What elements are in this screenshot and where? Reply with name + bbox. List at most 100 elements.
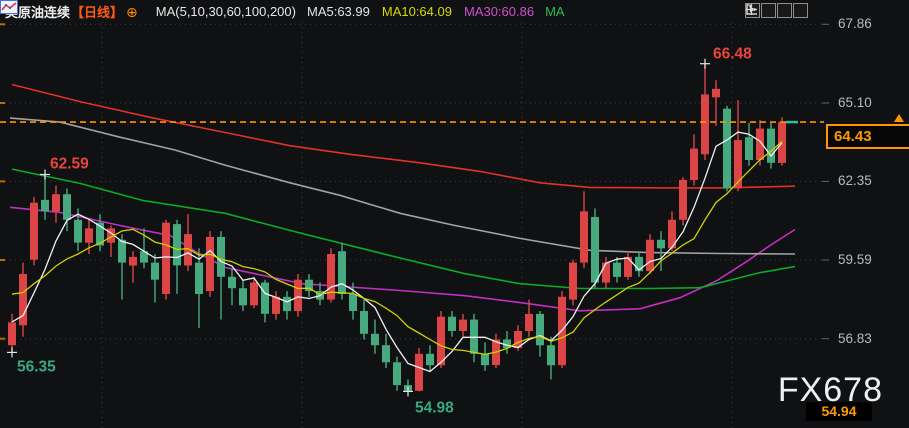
candle-body[interactable] [96, 222, 104, 246]
candle-body[interactable] [569, 262, 577, 300]
candle-body[interactable] [371, 333, 379, 346]
extreme-cross-marker [40, 169, 50, 180]
price-arrow-icon [894, 114, 904, 122]
candle-body[interactable] [327, 254, 335, 300]
candle-body[interactable] [756, 128, 764, 160]
candle-body[interactable] [118, 239, 126, 263]
candle-body[interactable] [272, 296, 280, 314]
candle-body[interactable] [459, 319, 467, 331]
candle-body[interactable] [239, 288, 247, 306]
candle-body[interactable] [140, 251, 148, 263]
candle-body[interactable] [613, 262, 621, 277]
candle-body[interactable] [437, 316, 445, 366]
candle-body[interactable] [173, 224, 181, 266]
axis-tick-label: 62.35 [838, 173, 872, 189]
candle-body[interactable] [151, 262, 159, 280]
candle-body[interactable] [745, 137, 753, 160]
candle-body[interactable] [536, 313, 544, 346]
candle-body[interactable] [701, 94, 709, 155]
candle-body[interactable] [657, 239, 665, 249]
candle-body[interactable] [228, 276, 236, 289]
candle-body[interactable] [52, 194, 60, 212]
ma5-line [11, 131, 783, 373]
candle-body[interactable] [690, 148, 698, 180]
candle-body[interactable] [481, 353, 489, 366]
candle-body[interactable] [184, 234, 192, 266]
candle-body[interactable] [734, 140, 742, 189]
axis-tick-label: 65.10 [838, 95, 872, 110]
candle-body[interactable] [514, 331, 522, 349]
candle-body[interactable] [624, 256, 632, 277]
candle-body[interactable] [679, 179, 687, 220]
candle-body[interactable] [85, 228, 93, 243]
price-annotation: 54.98 [415, 399, 454, 416]
candle-body[interactable] [668, 219, 676, 249]
candle-body[interactable] [426, 353, 434, 366]
add-symbol-icon[interactable]: ⊕ [126, 3, 138, 20]
period-tag[interactable]: 【日线】 [71, 5, 124, 20]
candle-body[interactable] [74, 219, 82, 243]
axis-scale-right-icon[interactable] [746, 3, 792, 18]
candle-body[interactable] [250, 282, 258, 306]
candle-body[interactable] [294, 279, 302, 312]
ma-settings-label[interactable]: MA(5,10,30,60,100,200) [155, 4, 296, 19]
candle-body[interactable] [393, 362, 401, 386]
ma10-value-label: MA10:64.09 [381, 4, 452, 19]
candle-body[interactable] [360, 311, 368, 334]
candle-body[interactable] [415, 353, 423, 391]
candle-body[interactable] [8, 322, 16, 346]
candle-body[interactable] [162, 222, 170, 294]
candle-body[interactable] [448, 316, 456, 331]
candle-body[interactable] [338, 251, 346, 294]
current-price-value: 64.43 [834, 128, 872, 145]
candle-body[interactable] [580, 211, 588, 263]
candle-body[interactable] [525, 313, 533, 331]
extreme-cross-marker [7, 347, 17, 358]
candle-body[interactable] [767, 128, 775, 163]
candle-body[interactable] [591, 217, 599, 283]
ma5-value-label: MA5:63.99 [306, 4, 370, 19]
low-price-tag: 54.94 [806, 402, 872, 421]
ma30-line [9, 206, 796, 312]
candle-body[interactable] [261, 282, 269, 314]
candle-body[interactable] [107, 228, 115, 243]
candle-body[interactable] [602, 262, 610, 283]
current-price-tag: 64.43 [826, 124, 909, 149]
axis-tick-label: 67.86 [838, 16, 872, 32]
axis-tick-label: 56.83 [838, 330, 872, 346]
candle-body[interactable] [382, 345, 390, 363]
candle-body[interactable] [503, 339, 511, 349]
extreme-cross-marker [700, 58, 710, 69]
candle-body[interactable] [63, 194, 71, 220]
candle-body[interactable] [349, 293, 357, 311]
candle-body[interactable] [283, 296, 291, 312]
price-annotation: 62.59 [50, 156, 89, 173]
candle-body[interactable] [712, 88, 720, 98]
candle-body[interactable] [305, 279, 313, 292]
candle-body[interactable] [723, 108, 731, 189]
chart-header: 美原油连续 【日线】 ⊕ MA(5,10,30,60,100,200) MA5:… [0, 0, 909, 23]
exit-icon[interactable] [746, 3, 808, 18]
ma10-line [11, 140, 783, 356]
candle-body[interactable] [19, 274, 27, 326]
candle-body[interactable] [778, 122, 786, 163]
ma30-value-label: MA30:60.86 [463, 4, 535, 19]
candle-body[interactable] [206, 236, 214, 291]
candle-body[interactable] [646, 239, 654, 272]
candle-body[interactable] [547, 345, 555, 366]
axis-scale-left-icon[interactable] [746, 3, 776, 18]
candle-body[interactable] [41, 199, 49, 212]
ma100-line [9, 117, 796, 255]
candle-body[interactable] [30, 202, 38, 260]
symbol-title: 美原油连续 [5, 5, 71, 20]
price-annotation: 66.48 [713, 46, 752, 63]
price-axis[interactable]: 67.86 65.10 62.35 59.59 56.83 [824, 0, 909, 428]
candle-body[interactable] [217, 236, 225, 277]
chart-toolbar [745, 3, 808, 18]
extreme-cross-marker [403, 386, 413, 397]
candle-body[interactable] [129, 256, 137, 266]
candle-body[interactable] [635, 256, 643, 272]
candle-body[interactable] [195, 262, 203, 294]
